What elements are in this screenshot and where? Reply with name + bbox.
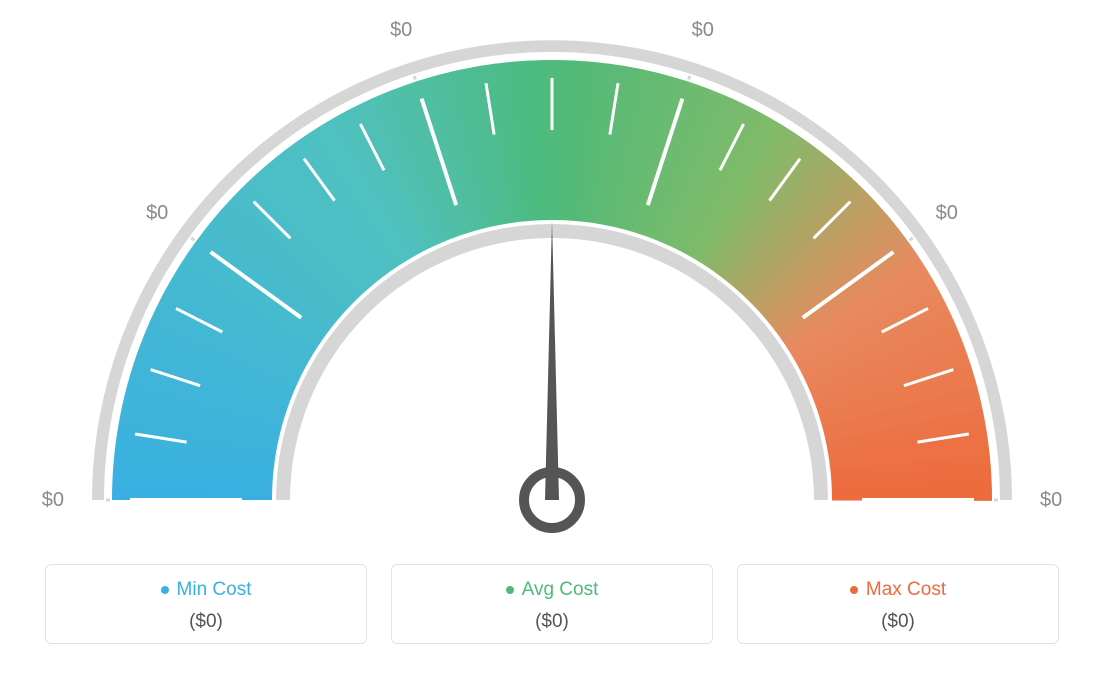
legend-dot-min — [161, 586, 169, 594]
gauge-outer-tick — [689, 76, 690, 80]
gauge-chart: $0 $0 $0 $0 $0 $0 — [0, 0, 1104, 560]
gauge-tick-label: $0 — [42, 489, 64, 511]
gauge-tick-label: $0 — [692, 19, 714, 41]
legend-dot-max — [850, 586, 858, 594]
gauge-tick-label: $0 — [146, 202, 168, 224]
legend-value-avg: ($0) — [392, 611, 712, 633]
gauge-tick-label: $0 — [1040, 489, 1062, 511]
gauge-tick-label: $0 — [390, 19, 412, 41]
legend-box-min: Min Cost ($0) — [45, 564, 367, 644]
legend-label-max: Max Cost — [866, 579, 946, 601]
legend-title-min: Min Cost — [161, 579, 252, 601]
gauge-tick-label: $0 — [936, 202, 958, 224]
legend-dot-avg — [506, 586, 514, 594]
legend-value-max: ($0) — [738, 611, 1058, 633]
gauge-outer-tick — [414, 76, 415, 80]
legend-box-max: Max Cost ($0) — [737, 564, 1059, 644]
gauge-needle — [545, 220, 559, 500]
legend-label-min: Min Cost — [177, 579, 252, 601]
legend-title-max: Max Cost — [850, 579, 946, 601]
gauge-outer-tick — [191, 238, 194, 240]
legend-value-min: ($0) — [46, 611, 366, 633]
legend-row: Min Cost ($0) Avg Cost ($0) Max Cost ($0) — [0, 564, 1104, 644]
legend-title-avg: Avg Cost — [506, 579, 599, 601]
gauge-outer-tick — [910, 238, 913, 240]
legend-box-avg: Avg Cost ($0) — [391, 564, 713, 644]
gauge-svg: $0 $0 $0 $0 $0 $0 — [0, 0, 1104, 560]
legend-label-avg: Avg Cost — [522, 579, 599, 601]
